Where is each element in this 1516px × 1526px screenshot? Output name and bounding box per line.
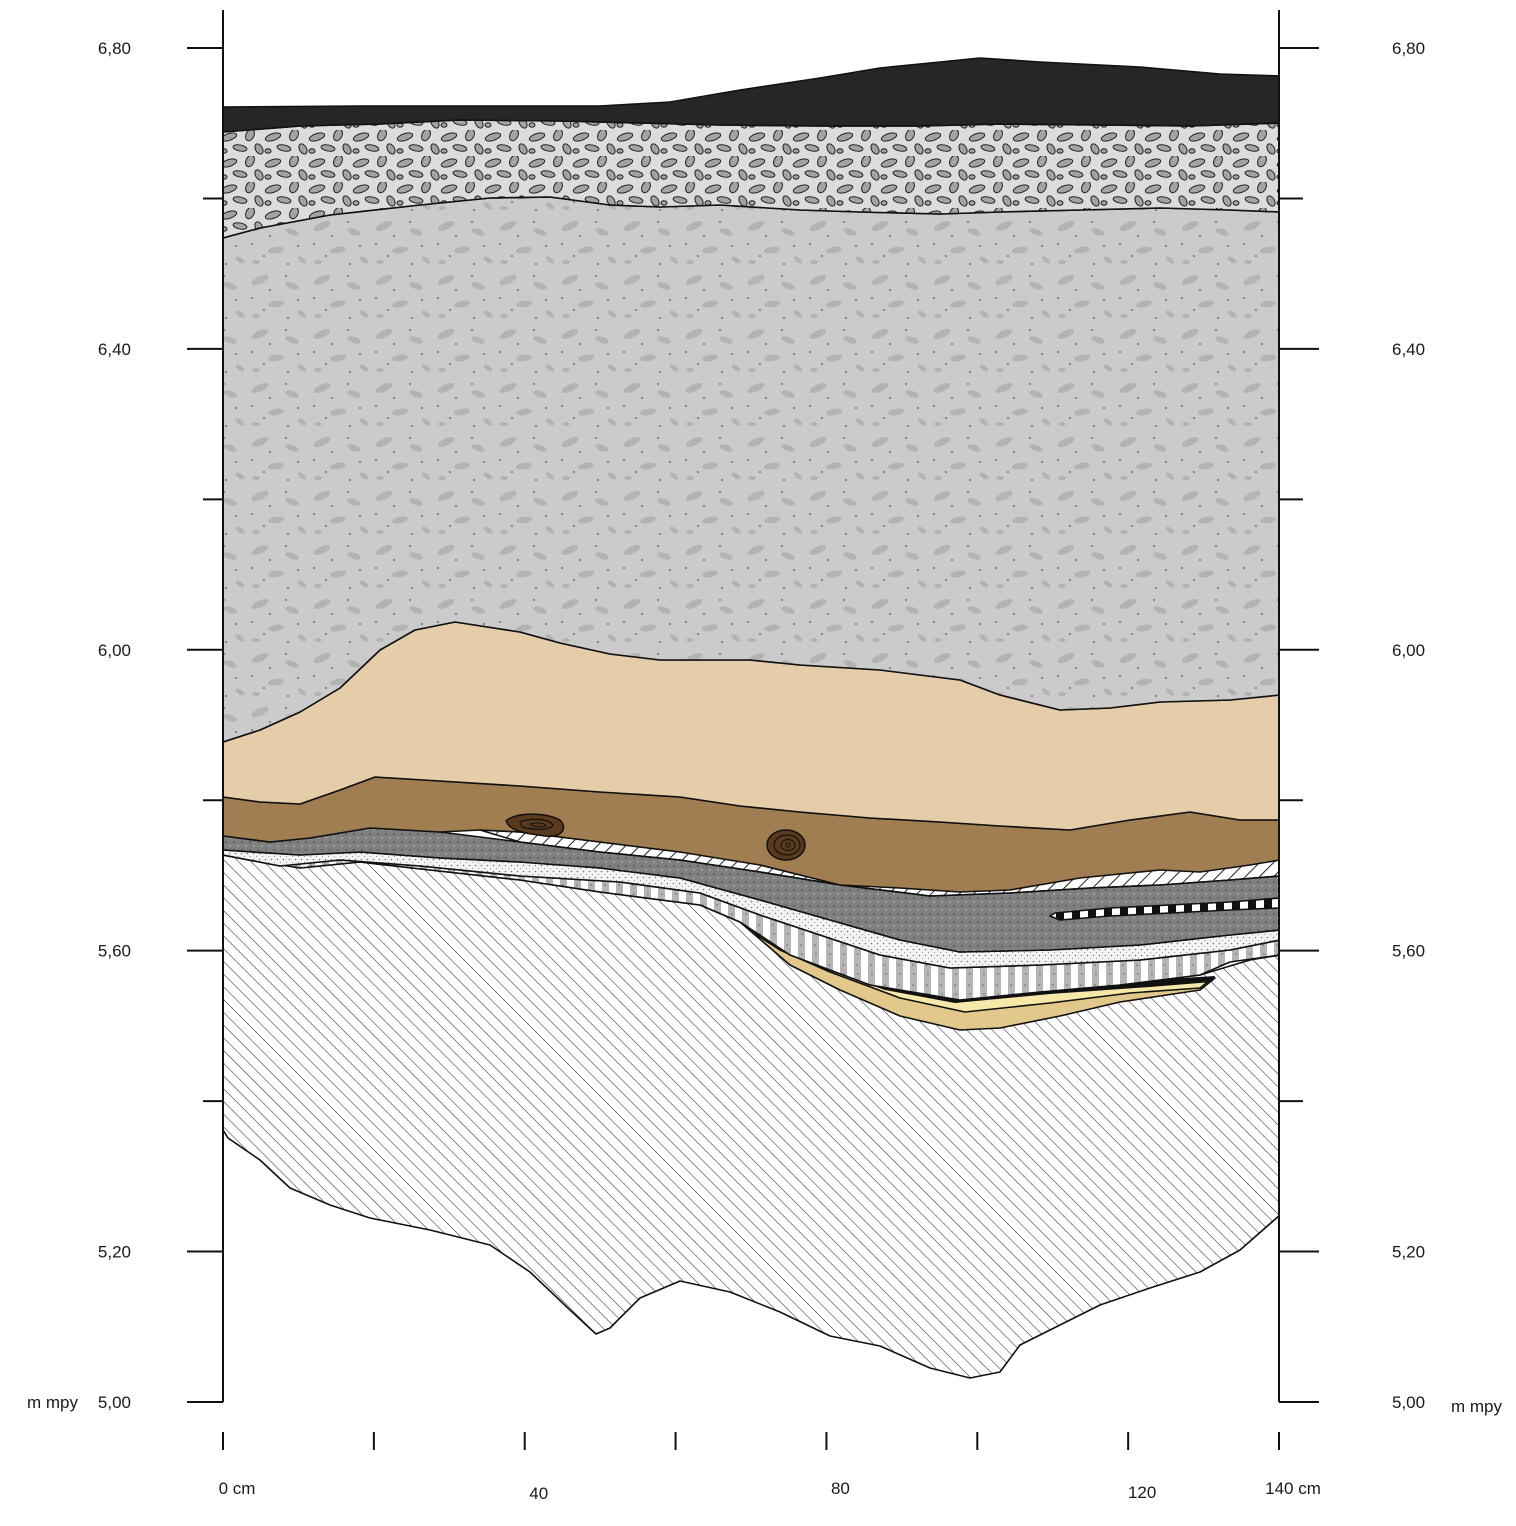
organic-nodule <box>766 829 806 861</box>
right-axis-tick-label: 5,60 <box>1392 942 1425 961</box>
left-axis-tick-label: 5,60 <box>98 942 131 961</box>
bottom-axis-label: 0 cm <box>219 1479 256 1498</box>
left-axis-tick-label: 6,00 <box>98 641 131 660</box>
layer-asphalt <box>223 57 1279 133</box>
left-axis-unit: m mpy <box>27 1393 79 1412</box>
left-axis-tick-label: 5,00 <box>98 1393 131 1412</box>
bottom-axis-label: 40 <box>529 1484 548 1503</box>
right-axis-unit: m mpy <box>1451 1397 1503 1416</box>
bottom-axis-label: 120 <box>1128 1483 1156 1502</box>
axes: 6,80 6,40 6,00 5,60 5,20 5,00 m mpy 6,80 6,40 6,0… <box>27 10 1503 1503</box>
right-axis-tick-label: 5,20 <box>1392 1243 1425 1262</box>
layers <box>223 57 1279 1379</box>
left-axis-tick-label: 6,40 <box>98 340 131 359</box>
right-axis-tick-label: 6,00 <box>1392 641 1425 660</box>
bottom-axis-label: 140 cm <box>1265 1479 1321 1498</box>
left-axis-tick-label: 6,80 <box>98 39 131 58</box>
bottom-axis-label: 80 <box>831 1479 850 1498</box>
right-axis-tick-label: 5,00 <box>1392 1393 1425 1412</box>
right-axis-tick-label: 6,40 <box>1392 340 1425 359</box>
layer-black-white-lens <box>1049 897 1279 921</box>
organic-nodule <box>505 813 565 837</box>
left-axis-tick-label: 5,20 <box>98 1243 131 1262</box>
right-axis-tick-label: 6,80 <box>1392 39 1425 58</box>
